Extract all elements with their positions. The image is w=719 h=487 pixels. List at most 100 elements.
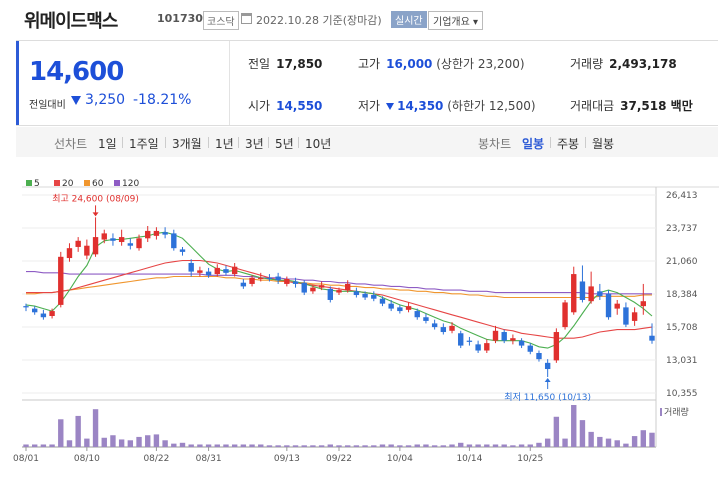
- volume-bar: [301, 445, 307, 447]
- x-tick-label: 10/25: [517, 454, 543, 464]
- period-1d[interactable]: 1일: [98, 137, 117, 151]
- volume-bar: [501, 444, 507, 447]
- volume-bar: [440, 445, 447, 447]
- candle-body: [414, 311, 420, 318]
- volume-bar: [562, 438, 568, 447]
- ma60-line: [26, 275, 652, 299]
- volume-bar: [414, 444, 420, 447]
- y-tick-label: 15,708: [666, 323, 698, 333]
- candle-body: [118, 237, 125, 243]
- ma120-line: [26, 271, 652, 295]
- candle-body: [318, 285, 325, 288]
- candle-body: [649, 335, 655, 341]
- candle-body: [388, 303, 394, 309]
- volume-bar: [579, 420, 586, 447]
- stock-header: 위메이드맥스 101730 코스닥 2022.10.28 기준(장마감) 실시간…: [0, 0, 719, 40]
- candle-body: [301, 282, 307, 293]
- x-tick-label: 08/10: [74, 454, 100, 464]
- x-tick-label: 09/22: [326, 454, 352, 464]
- candle-body: [49, 311, 55, 316]
- candle-weekly[interactable]: 주봉: [557, 137, 580, 151]
- period-10y[interactable]: 10년: [305, 137, 332, 151]
- candle-body: [449, 325, 455, 331]
- candle-body: [240, 282, 247, 287]
- volume-bar: [510, 445, 516, 447]
- divider: [208, 137, 209, 148]
- candle-body: [527, 345, 533, 352]
- volume-bar: [179, 442, 186, 447]
- candle-body: [101, 233, 107, 240]
- x-tick-label: 08/31: [196, 454, 222, 464]
- volume-bar: [631, 436, 638, 447]
- period-1w[interactable]: 1주일: [129, 137, 159, 151]
- candle-body: [397, 307, 403, 312]
- candle-body: [440, 327, 447, 333]
- divider: [238, 137, 239, 148]
- volume-bar: [397, 445, 403, 447]
- period-3m[interactable]: 3개월: [172, 137, 202, 151]
- stat-low-value: 14,350: [397, 99, 444, 113]
- volume-label: 거래량: [664, 406, 689, 418]
- stat-high-value: 16,000: [386, 57, 433, 71]
- candle-body: [179, 249, 186, 252]
- volume-bar: [275, 445, 281, 447]
- volume-bar: [649, 432, 655, 447]
- divider: [165, 137, 166, 148]
- candle-body: [466, 340, 473, 342]
- divider: [298, 137, 299, 148]
- stat-prev-value: 17,850: [276, 57, 323, 71]
- candlestick-chart[interactable]: 26,413 23,737 21,060 18,384 15,708 13,031 10,3…: [0, 160, 719, 487]
- y-tick-label: 10,355: [666, 389, 698, 399]
- stat-open-value: 14,550: [276, 99, 323, 113]
- chart-annotations: 최고 24,600 (08/09) 최저 11,650 (10/13): [52, 193, 591, 403]
- x-tick-label: 08/22: [143, 454, 169, 464]
- volume-bar: [327, 444, 334, 447]
- candle-body: [153, 230, 160, 236]
- y-tick-label: 23,737: [666, 224, 698, 234]
- candle-daily[interactable]: 일봉: [522, 137, 545, 151]
- volume-bar: [449, 444, 455, 447]
- x-tick-label: 10/14: [456, 454, 482, 464]
- stat-open-label: 시가: [248, 99, 271, 113]
- volume-bar: [292, 445, 299, 447]
- candle-body: [614, 303, 620, 309]
- period-3y[interactable]: 3년: [245, 137, 264, 151]
- candle-body: [623, 307, 629, 325]
- volume-bar: [92, 409, 99, 447]
- stat-low: 저가 14,350 (하한가 12,500): [358, 97, 536, 114]
- stat-prev: 전일 17,850: [248, 55, 322, 72]
- volume-bar: [371, 445, 377, 447]
- y-tick-label: 18,384: [666, 290, 698, 300]
- volume-bar: [379, 444, 386, 447]
- candle-monthly[interactable]: 월봉: [592, 137, 615, 151]
- volume-bar: [66, 440, 73, 447]
- price-summary: 14,600 전일대비 3,250 -18.21% 전일 17,850 고가 16,…: [16, 40, 718, 126]
- realtime-button[interactable]: 실시간: [391, 11, 427, 28]
- legend-label: 60: [92, 179, 104, 189]
- candle-body: [205, 271, 212, 276]
- stat-amount-label: 거래대금: [570, 99, 615, 113]
- volume-bar: [84, 438, 90, 447]
- volume-bar: [284, 445, 290, 447]
- candle-body: [588, 286, 594, 302]
- low-arrow-head: [544, 378, 551, 383]
- volume-bar: [536, 442, 542, 447]
- period-1y[interactable]: 1년: [215, 137, 234, 151]
- down-arrow-icon: [71, 96, 81, 105]
- low-annotation: 최저 11,650 (10/13): [504, 392, 591, 403]
- candle-body: [631, 312, 638, 321]
- volume-bar: [110, 435, 116, 447]
- candle-body: [597, 291, 603, 297]
- volume-bar: [588, 431, 594, 447]
- volume-swatch: [660, 408, 662, 416]
- chart-grid: [22, 186, 719, 451]
- company-info-dropdown[interactable]: 기업개요 ▾: [428, 11, 484, 30]
- volume-bar: [23, 444, 29, 447]
- period-5y[interactable]: 5년: [275, 137, 294, 151]
- candle-body: [127, 243, 134, 246]
- stock-code: 101730: [157, 12, 203, 25]
- volume-bar: [553, 416, 560, 447]
- volume-bar: [336, 445, 342, 447]
- candle-body: [371, 295, 377, 299]
- volume-bar: [518, 444, 525, 447]
